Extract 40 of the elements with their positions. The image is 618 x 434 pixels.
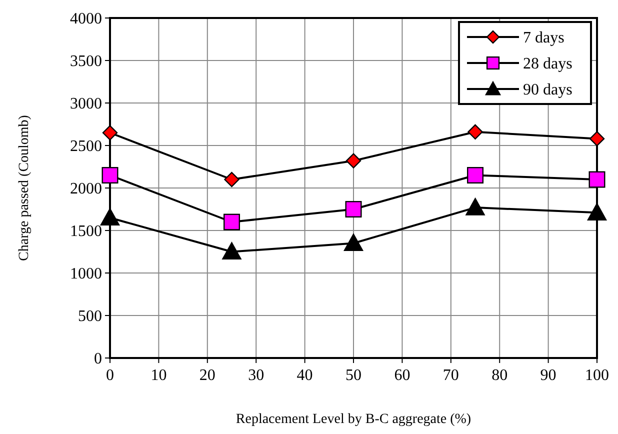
- x-tick-label: 30: [248, 367, 264, 384]
- y-tick-label: 2500: [70, 138, 102, 156]
- point: [346, 153, 362, 168]
- x-tick-label: 70: [442, 367, 459, 384]
- point: [222, 242, 242, 260]
- point: [589, 131, 605, 146]
- point: [467, 167, 484, 184]
- x-tick-label: 100: [585, 367, 609, 384]
- point: [466, 198, 485, 216]
- x-tick-label: 90: [540, 367, 556, 384]
- point: [100, 208, 120, 226]
- y-tick-label: 2000: [70, 180, 102, 198]
- legend-label: 28 days: [523, 56, 572, 73]
- y-tick-label: 3500: [70, 53, 102, 70]
- point: [468, 124, 483, 140]
- x-axis-title: Replacement Level by B-C aggregate (%): [236, 412, 472, 427]
- point: [224, 214, 240, 230]
- x-tick-label: 20: [199, 367, 216, 384]
- x-tick-label: 0: [106, 367, 114, 384]
- legend-label: 90 days: [523, 82, 572, 99]
- point: [345, 201, 362, 218]
- point: [587, 203, 607, 220]
- y-tick-label: 4000: [70, 10, 102, 28]
- point: [102, 167, 118, 184]
- legend-label: 7 days: [523, 30, 564, 47]
- y-tick-label: 1000: [70, 266, 102, 283]
- y-tick-label: 3000: [70, 96, 102, 113]
- point: [224, 172, 240, 188]
- x-tick-label: 80: [492, 367, 508, 384]
- x-tick-label: 40: [296, 367, 313, 384]
- point: [588, 171, 606, 188]
- x-tick-label: 10: [150, 367, 167, 384]
- point: [344, 234, 364, 252]
- y-tick-label: 1500: [70, 223, 102, 240]
- y-axis-title: Charge passed (Coulomb): [17, 114, 32, 261]
- x-tick-label: 50: [346, 367, 362, 384]
- x-tick-label: 60: [394, 367, 410, 384]
- y-tick-label: 500: [78, 308, 102, 326]
- y-tick-label: 0: [94, 350, 102, 368]
- point: [102, 125, 118, 140]
